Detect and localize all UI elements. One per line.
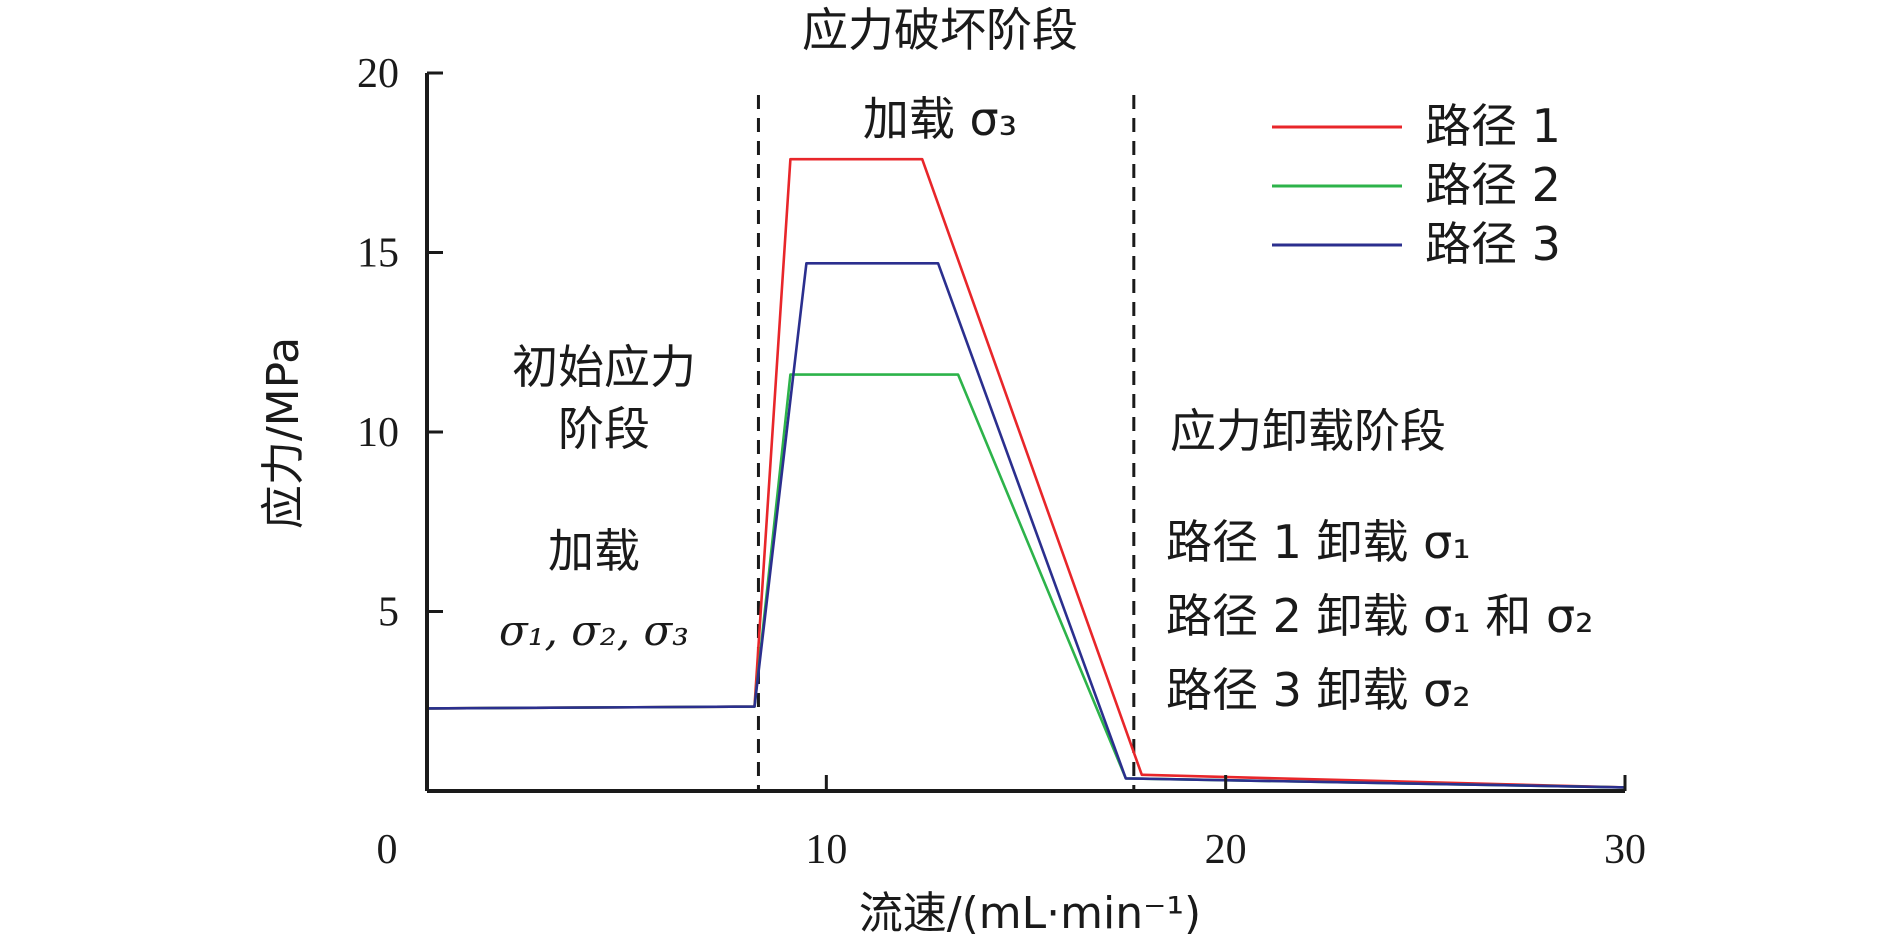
legend-label-path3: 路径 3: [1425, 217, 1561, 271]
annotation-initial-stage-line1: 初始应力: [512, 340, 696, 394]
annotation-load-all-line2: σ₁, σ₂, σ₃: [499, 606, 689, 655]
x-tick-label-0: 0: [377, 827, 398, 873]
y-tick-label-10: 10: [357, 410, 399, 456]
x-tick-label-30: 30: [1604, 827, 1646, 873]
series-line-path3: [426, 261, 1626, 789]
x-tick-label-20: 20: [1205, 827, 1247, 873]
annotation-unload-path1: 路径 1 卸载 σ₁: [1166, 515, 1471, 569]
y-tick-label-15: 15: [357, 231, 399, 277]
legend-label-path1: 路径 1: [1425, 99, 1561, 153]
annotation-unload-title: 应力卸载阶段: [1170, 404, 1446, 458]
annotation-unload-path3: 路径 3 卸载 σ₂: [1166, 663, 1471, 717]
x-tick-label-10: 10: [805, 827, 847, 873]
y-axis-title: 应力/MPa: [258, 337, 309, 529]
annotation-load-all-line1: 加载: [548, 524, 640, 578]
annotation-load-sigma3: 加载 σ₃: [863, 92, 1017, 146]
legend-label-path2: 路径 2: [1425, 158, 1561, 212]
y-tick-label-5: 5: [378, 590, 399, 636]
annotation-unload-path2: 路径 2 卸载 σ₁ 和 σ₂: [1166, 589, 1594, 643]
y-tick-label-20: 20: [357, 51, 399, 97]
annotation-stage-damage: 应力破坏阶段: [802, 3, 1078, 57]
plot-area: 5 10 15 20 0 10 20 30: [357, 51, 1646, 873]
legend: 路径 1 路径 2 路径 3: [1272, 99, 1561, 271]
x-axis-title: 流速/(mL·min⁻¹): [859, 888, 1201, 939]
annotation-initial-stage-line2: 阶段: [558, 402, 650, 456]
